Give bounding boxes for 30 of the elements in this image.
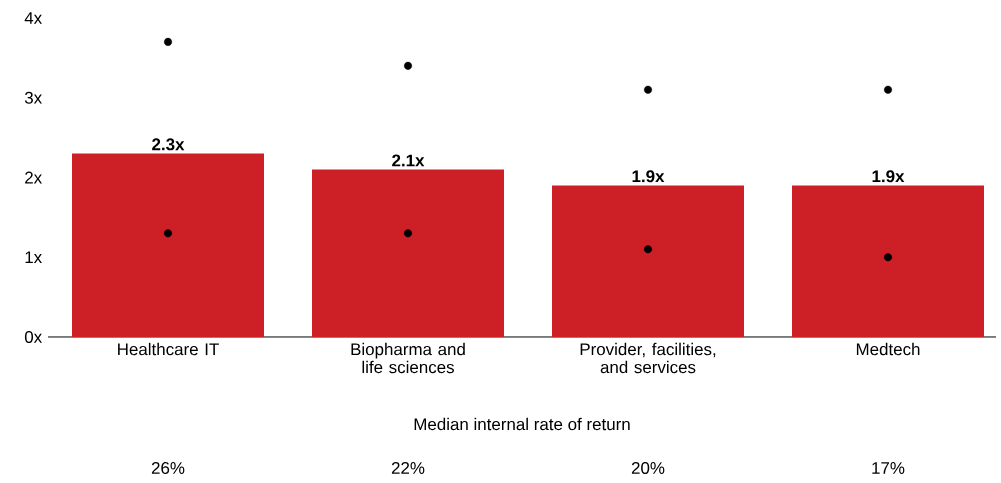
data-label: 1.9x — [632, 170, 665, 183]
point — [404, 229, 413, 238]
text: 26% — [151, 461, 185, 474]
point — [644, 245, 653, 254]
point — [884, 85, 893, 94]
y-tick-label: 0x — [24, 330, 42, 343]
data-label: 1.9x — [872, 170, 905, 183]
text: 22% — [391, 462, 425, 474]
bar — [552, 185, 745, 337]
x-tick-label: Medtech — [856, 342, 920, 356]
x-tick-label: Healthcare IT — [118, 342, 219, 356]
bar — [312, 169, 505, 337]
x-tick-label: Provider, facilities, and services — [580, 342, 716, 374]
text: 20% — [631, 461, 665, 474]
bar — [72, 153, 265, 337]
text: 17% — [872, 462, 905, 474]
text: Median internal rate of return — [414, 417, 630, 431]
y-tick-label: 4x — [24, 12, 42, 24]
y-tick-label: 2x — [25, 171, 42, 184]
data-label: 2.3x — [152, 138, 185, 151]
x-tick-label: Biopharma and life sciences — [351, 342, 465, 374]
y-tick-label: 3x — [24, 91, 42, 104]
y-tick-label: 1x — [25, 251, 42, 264]
point — [644, 85, 653, 94]
data-label: 2.1x — [392, 154, 425, 167]
point — [164, 37, 173, 46]
bar — [792, 185, 985, 337]
point — [884, 253, 893, 262]
point — [404, 61, 413, 70]
point — [164, 229, 173, 238]
